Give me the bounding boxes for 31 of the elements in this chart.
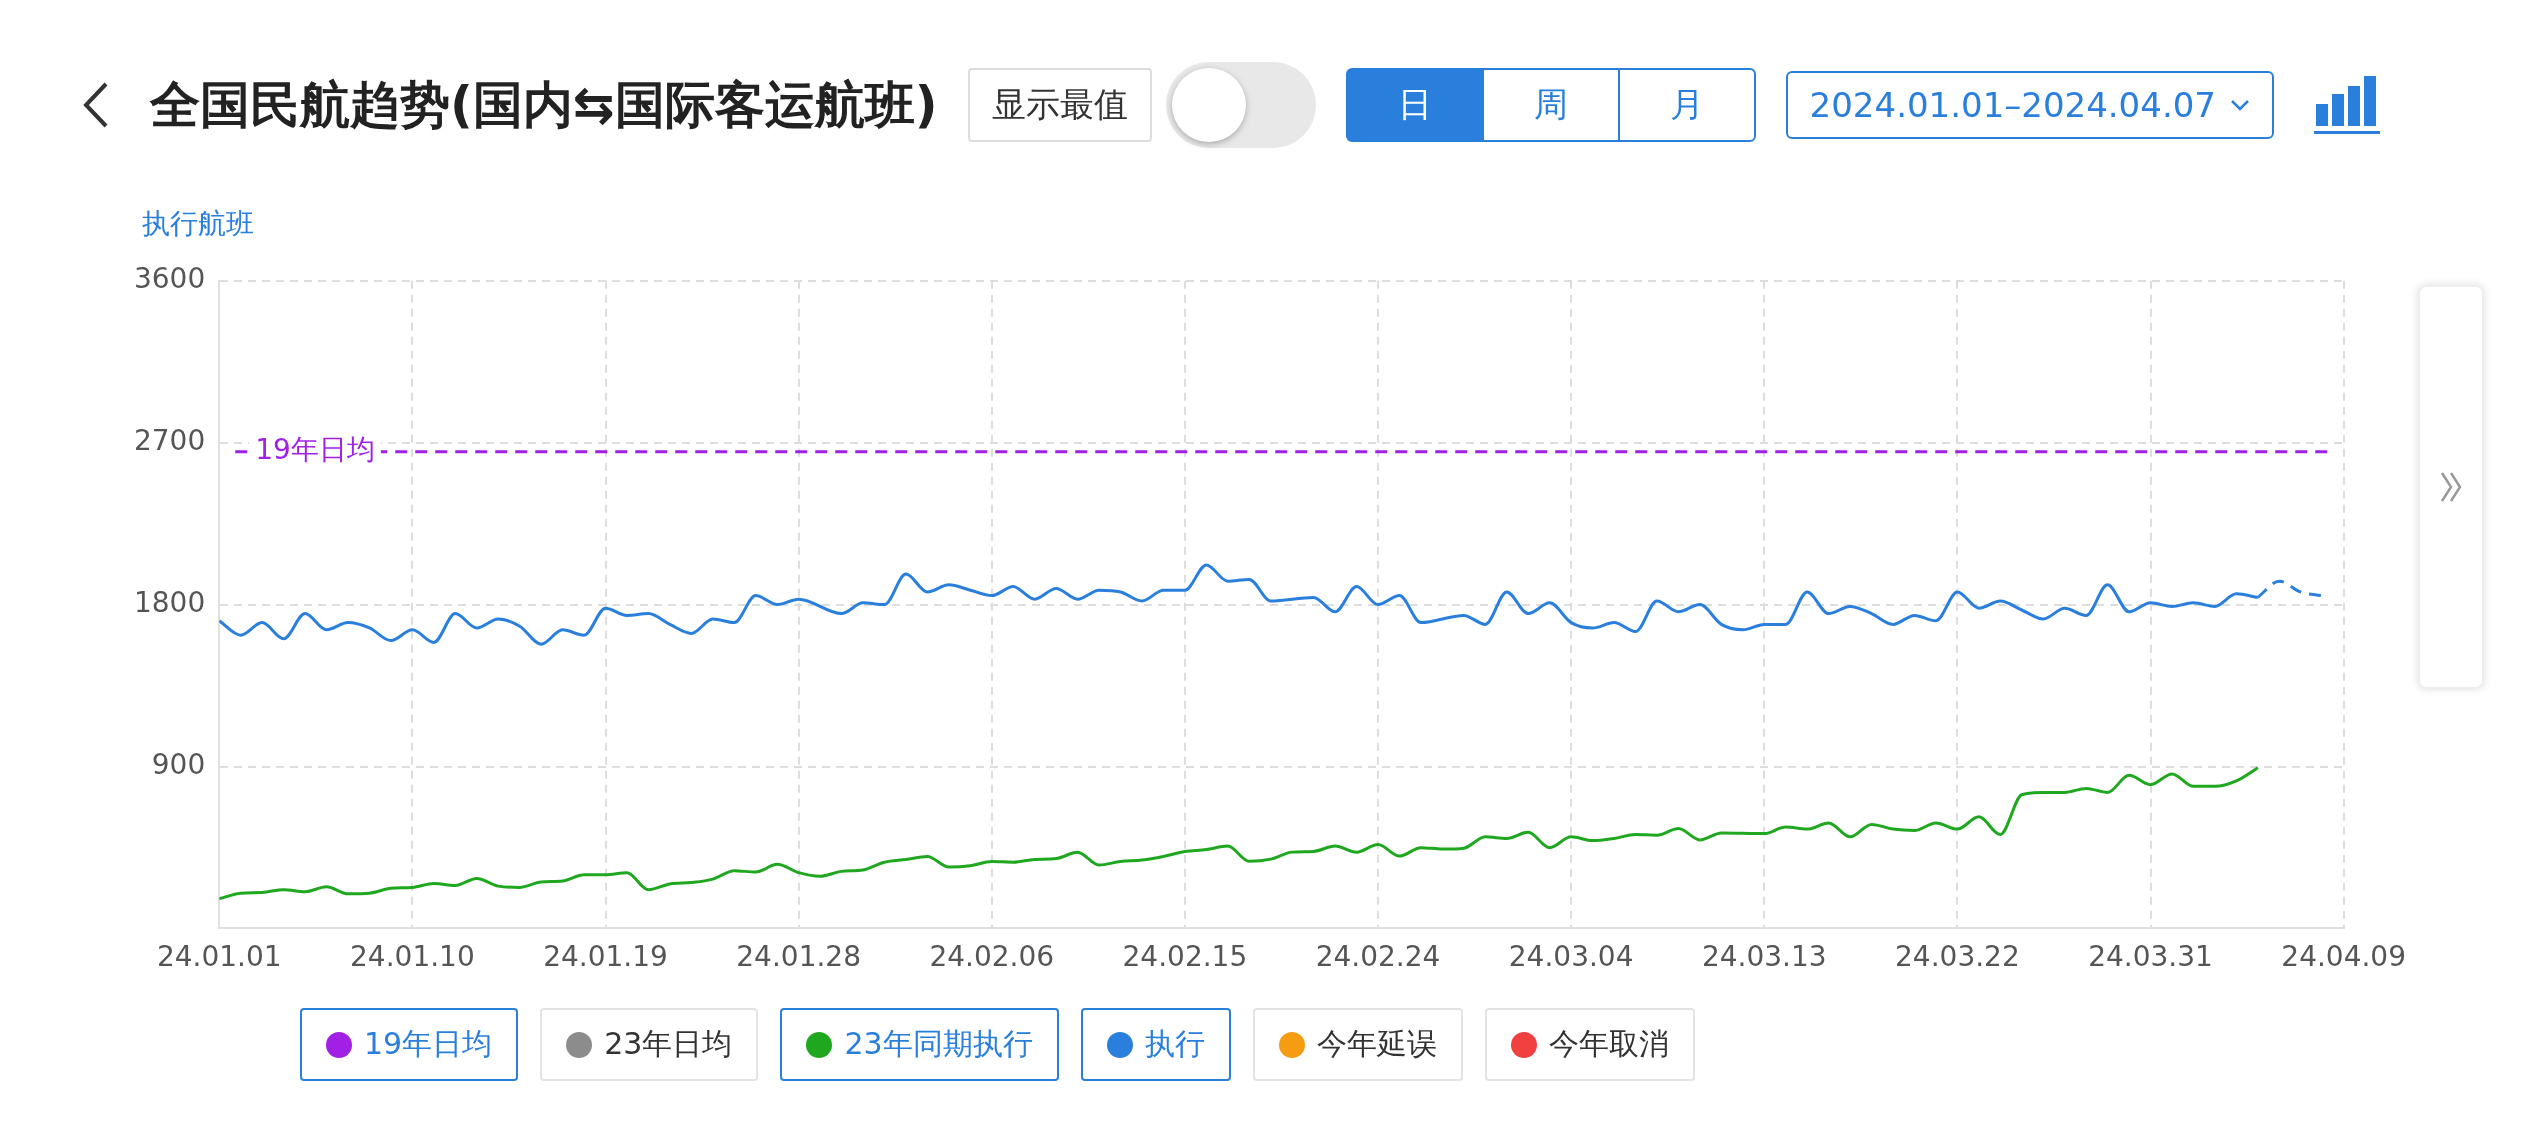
x-tick-label: 24.03.22 xyxy=(1895,940,2020,974)
text: 月 xyxy=(1617,70,1754,140)
x-tick-label: 24.02.06 xyxy=(929,940,1055,974)
legend-label: 今年取消 xyxy=(1548,1025,1669,1063)
chart-title: 全国民航趋势(国内⇆国际客运航班) xyxy=(150,74,938,136)
legend-label: 23年同期执行 xyxy=(844,1025,1033,1063)
legend-label: 今年延误 xyxy=(1316,1025,1437,1063)
ref-line-label: 19年日均 xyxy=(255,432,375,466)
text: 显示最值 xyxy=(967,68,1152,142)
y-tick-label: 900 xyxy=(151,747,206,781)
x-tick-label: 24.01.19 xyxy=(543,940,668,974)
text: 19年日均 xyxy=(364,1026,493,1061)
x-tick-label: 24.02.15 xyxy=(1122,940,1248,974)
x-tick-label: 24.01.28 xyxy=(736,940,861,974)
x-tick-label: 24.03.13 xyxy=(1701,940,1827,974)
y-axis-title: 执行航班 xyxy=(142,206,254,242)
y-tick-label: 2700 xyxy=(133,423,206,457)
x-tick-label: 24.03.31 xyxy=(2088,940,2213,974)
text: 日 xyxy=(1347,70,1482,140)
y-tick-label: 1800 xyxy=(133,585,206,619)
x-tick-label: 24.04.09 xyxy=(2281,940,2406,974)
y-tick-label: 3600 xyxy=(133,262,206,296)
line-series xyxy=(219,766,2260,901)
legend-label: 23年日均 xyxy=(604,1025,733,1063)
x-tick-label: 24.01.10 xyxy=(350,940,475,974)
x-tick-label: 24.03.04 xyxy=(1508,940,1634,974)
x-tick-label: 24.02.24 xyxy=(1315,940,1441,974)
x-tick-label: 24.01.01 xyxy=(156,940,282,974)
text: 周 xyxy=(1481,70,1618,140)
legend-label: 执行 xyxy=(1144,1025,1205,1063)
text: 2024.01.01–2024.04.07 xyxy=(1809,85,2216,125)
